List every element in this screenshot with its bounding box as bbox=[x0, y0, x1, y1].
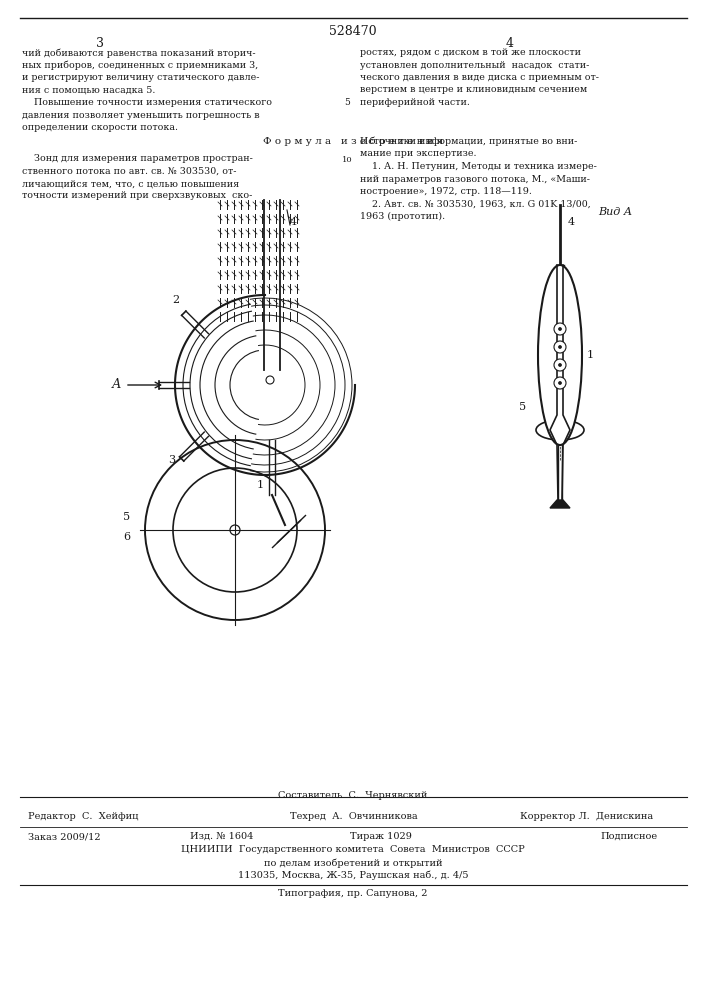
Text: 10: 10 bbox=[341, 156, 352, 164]
Text: 4: 4 bbox=[506, 37, 514, 50]
Text: 5: 5 bbox=[344, 98, 350, 107]
Text: 5: 5 bbox=[123, 512, 130, 522]
Ellipse shape bbox=[536, 420, 584, 440]
Text: 1: 1 bbox=[587, 350, 594, 360]
Circle shape bbox=[559, 381, 561, 384]
Circle shape bbox=[554, 323, 566, 335]
Text: 4: 4 bbox=[290, 217, 297, 227]
Text: Корректор Л.  Денискина: Корректор Л. Денискина bbox=[520, 812, 653, 821]
Ellipse shape bbox=[538, 265, 582, 445]
Text: 113035, Москва, Ж-35, Раушская наб., д. 4/5: 113035, Москва, Ж-35, Раушская наб., д. … bbox=[238, 871, 468, 880]
Text: Редактор  С.  Хейфиц: Редактор С. Хейфиц bbox=[28, 812, 139, 821]
Circle shape bbox=[559, 328, 561, 330]
Text: и регистрируют величину статического давле-: и регистрируют величину статического дав… bbox=[22, 73, 259, 82]
Text: ных приборов, соединенных с приемниками 3,: ных приборов, соединенных с приемниками … bbox=[22, 60, 258, 70]
Text: 528470: 528470 bbox=[329, 25, 377, 38]
Text: чий добиваются равенства показаний вторич-: чий добиваются равенства показаний втори… bbox=[22, 48, 256, 57]
Circle shape bbox=[559, 363, 561, 366]
Text: Зонд для измерения параметров простран-: Зонд для измерения параметров простран- bbox=[22, 154, 253, 163]
Text: 5: 5 bbox=[519, 402, 526, 412]
Text: ственного потока по авт. св. № 303530, от-: ственного потока по авт. св. № 303530, о… bbox=[22, 166, 237, 176]
Text: ЦНИИПИ  Государственного комитета  Совета  Министров  СССР: ЦНИИПИ Государственного комитета Совета … bbox=[181, 845, 525, 854]
Text: 6: 6 bbox=[123, 532, 130, 542]
Text: по делам изобретений и открытий: по делам изобретений и открытий bbox=[264, 858, 443, 867]
Text: давления позволяет уменьшить погрешность в: давления позволяет уменьшить погрешность… bbox=[22, 110, 259, 119]
Text: личающийся тем, что, с целью повышения: личающийся тем, что, с целью повышения bbox=[22, 179, 239, 188]
Text: Изд. № 1604: Изд. № 1604 bbox=[190, 832, 253, 841]
Text: Заказ 2009/12: Заказ 2009/12 bbox=[28, 832, 100, 841]
Text: Составитель  С.  Чернявский: Составитель С. Чернявский bbox=[279, 791, 428, 800]
Text: определении скорости потока.: определении скорости потока. bbox=[22, 123, 178, 132]
Text: 3: 3 bbox=[96, 37, 104, 50]
Text: 4: 4 bbox=[568, 217, 575, 227]
Text: Техред  А.  Овчинникова: Техред А. Овчинникова bbox=[290, 812, 418, 821]
Text: Тираж 1029: Тираж 1029 bbox=[350, 832, 412, 841]
Circle shape bbox=[554, 359, 566, 371]
Circle shape bbox=[559, 346, 561, 349]
Circle shape bbox=[554, 377, 566, 389]
Text: 2: 2 bbox=[172, 295, 179, 305]
Text: верстием в центре и клиновидным сечением: верстием в центре и клиновидным сечением bbox=[360, 86, 588, 95]
Text: Ф о р м у л а   и з о б р е т е н и я: Ф о р м у л а и з о б р е т е н и я bbox=[263, 137, 443, 146]
Text: Подписное: Подписное bbox=[600, 832, 657, 841]
Circle shape bbox=[554, 341, 566, 353]
Text: 1963 (прототип).: 1963 (прототип). bbox=[360, 212, 445, 221]
Text: 1. А. Н. Петунин, Методы и техника измере-: 1. А. Н. Петунин, Методы и техника измер… bbox=[360, 162, 597, 171]
Polygon shape bbox=[550, 500, 570, 508]
Text: ния с помощью насадка 5.: ния с помощью насадка 5. bbox=[22, 86, 156, 95]
Text: установлен дополнительный  насадок  стати-: установлен дополнительный насадок стати- bbox=[360, 60, 590, 70]
Text: точности измерений при сверхзвуковых  ско-: точности измерений при сверхзвуковых ско… bbox=[22, 192, 252, 200]
Text: Источники информации, принятые во вни-: Источники информации, принятые во вни- bbox=[360, 137, 578, 146]
Text: Вид А: Вид А bbox=[598, 207, 632, 217]
Text: 1: 1 bbox=[257, 480, 264, 490]
Text: Типография, пр. Сапунова, 2: Типография, пр. Сапунова, 2 bbox=[279, 889, 428, 898]
Text: периферийной части.: периферийной части. bbox=[360, 98, 470, 107]
Text: ностроение», 1972, стр. 118—119.: ностроение», 1972, стр. 118—119. bbox=[360, 187, 532, 196]
Text: ростях, рядом с диском в той же плоскости: ростях, рядом с диском в той же плоскост… bbox=[360, 48, 581, 57]
Text: Повышение точности измерения статического: Повышение точности измерения статическог… bbox=[22, 98, 272, 107]
Text: 2. Авт. св. № 303530, 1963, кл. G 01K 13/00,: 2. Авт. св. № 303530, 1963, кл. G 01K 13… bbox=[360, 200, 591, 209]
Text: мание при экспертизе.: мание при экспертизе. bbox=[360, 149, 477, 158]
Text: А: А bbox=[112, 378, 121, 391]
Text: 3: 3 bbox=[168, 455, 175, 465]
Text: ний параметров газового потока, М., «Маши-: ний параметров газового потока, М., «Маш… bbox=[360, 174, 590, 184]
Text: ческого давления в виде диска с приемным от-: ческого давления в виде диска с приемным… bbox=[360, 73, 599, 82]
